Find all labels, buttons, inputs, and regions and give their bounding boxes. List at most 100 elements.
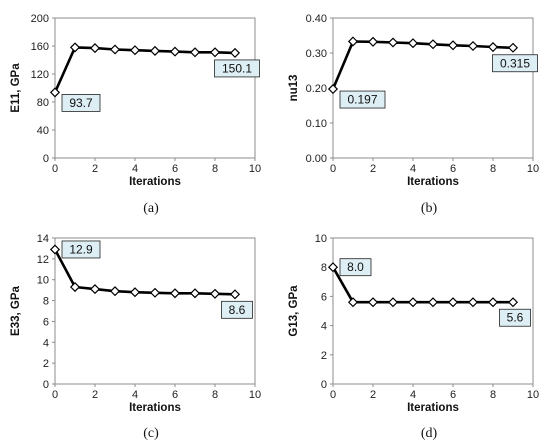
data-point — [447, 40, 459, 51]
data-label-box — [492, 54, 538, 73]
data-point — [129, 45, 141, 56]
x-tick-label: 8 — [490, 389, 496, 401]
data-point — [89, 43, 101, 54]
data-point — [387, 37, 399, 48]
chart-panel-3: 0 2 4 6 8 10 12 14 0 2 4 6 8 10 Iterations E33, GPa 12.9… — [10, 233, 261, 441]
x-axis-title: Iterations — [129, 402, 181, 414]
data-point — [507, 42, 519, 53]
x-axis-title: Iterations — [407, 176, 459, 188]
x-tick-label: 2 — [370, 389, 376, 401]
data-point — [367, 297, 379, 308]
data-label-box — [499, 308, 531, 327]
series-line — [331, 266, 513, 304]
y-tick-label: 160 — [31, 41, 49, 53]
x-tick-label: 4 — [132, 389, 138, 401]
chart-panel-2: 0.00 0.10 0.20 0.30 0.40 0 2 4 6 8 10 Iterations nu1… — [288, 13, 539, 216]
y-tick-label: 12 — [37, 254, 49, 266]
data-label-box — [61, 94, 101, 112]
y-tick-label: 6 — [43, 316, 49, 328]
data-point — [447, 297, 459, 308]
y-axis-title: E11, GPa — [10, 63, 22, 113]
data-point — [89, 284, 101, 295]
y-tick-label: 10 — [37, 275, 49, 287]
data-point — [367, 36, 379, 47]
series-line — [53, 46, 236, 93]
y-tick-label: 0.20 — [306, 83, 327, 95]
x-tick-label: 10 — [249, 163, 261, 175]
x-tick-label: 4 — [132, 163, 138, 175]
y-tick-label: 80 — [37, 97, 49, 109]
y-tick-label: 0 — [321, 379, 327, 391]
y-axis-title: G13, GPa — [288, 285, 300, 337]
x-tick-label: 4 — [410, 389, 416, 401]
panel-caption: (b) — [421, 201, 438, 216]
x-axis-title: Iterations — [129, 176, 181, 188]
x-tick-label: 8 — [212, 389, 218, 401]
data-point — [347, 36, 359, 47]
chart-panel-4: 0 2 4 6 8 10 0 2 4 6 8 10 Iterations G13, GPa 8.0 5.6 (d… — [288, 233, 539, 441]
data-label: 8.6 — [229, 303, 246, 317]
data-point — [327, 262, 339, 273]
y-tick-label: 2 — [321, 350, 327, 362]
data-label: 93.7 — [69, 96, 93, 110]
x-axis-title: Iterations — [407, 402, 459, 414]
data-point — [49, 87, 61, 98]
data-label: 5.6 — [507, 311, 524, 325]
x-tick-label: 8 — [212, 163, 218, 175]
data-point — [427, 297, 439, 308]
data-label: 8.0 — [347, 260, 364, 274]
data-point — [487, 297, 499, 308]
y-tick-label: 0.00 — [306, 153, 327, 165]
data-point — [149, 45, 161, 56]
data-label-box — [214, 59, 260, 78]
series-line — [331, 40, 514, 90]
y-tick-label: 0.10 — [306, 118, 327, 130]
x-tick-label: 2 — [370, 163, 376, 175]
x-tick-label: 6 — [172, 163, 178, 175]
data-label-box — [339, 258, 372, 277]
y-tick-label: 120 — [31, 69, 49, 81]
data-point — [229, 47, 241, 58]
data-label: 150.1 — [222, 61, 252, 75]
plot-frame — [54, 17, 256, 159]
data-point — [169, 46, 181, 57]
data-point — [327, 84, 339, 95]
data-point — [427, 39, 439, 50]
x-tick-label: 2 — [92, 163, 98, 175]
data-point — [467, 40, 479, 52]
data-point — [407, 297, 419, 308]
data-label: 0.315 — [500, 56, 530, 70]
data-point — [487, 42, 499, 53]
data-point — [189, 288, 201, 299]
x-tick-label: 0 — [330, 389, 336, 401]
y-axis-title: E33, GPa — [10, 285, 22, 335]
data-point — [347, 297, 359, 308]
y-tick-label: 8 — [43, 296, 49, 308]
x-tick-label: 10 — [527, 389, 539, 401]
data-point — [209, 47, 221, 58]
y-tick-label: 2 — [43, 358, 49, 370]
data-label-box — [61, 240, 101, 259]
data-point — [189, 47, 201, 58]
series-line — [53, 248, 236, 296]
data-point — [387, 297, 399, 308]
x-tick-label: 2 — [92, 389, 98, 401]
x-tick-label: 4 — [410, 163, 416, 175]
x-tick-label: 0 — [330, 163, 336, 175]
plot-frame — [332, 237, 534, 385]
plot-frame — [332, 17, 534, 159]
data-label: 12.9 — [69, 242, 93, 256]
y-tick-label: 8 — [321, 262, 327, 274]
data-point — [209, 288, 221, 299]
data-point — [129, 287, 141, 298]
y-tick-label: 0.30 — [306, 48, 327, 60]
chart-panel-1: 0 40 80 120 160 200 0 2 4 6 8 10 Iterations E11, GPa 9… — [10, 13, 261, 216]
y-tick-label: 0 — [43, 153, 49, 165]
x-tick-label: 6 — [172, 389, 178, 401]
data-label-box — [339, 90, 386, 109]
y-tick-label: 10 — [315, 233, 327, 245]
panel-caption: (a) — [143, 201, 159, 216]
data-point — [69, 281, 81, 293]
y-tick-label: 4 — [321, 321, 327, 333]
data-label: 0.197 — [347, 93, 377, 107]
